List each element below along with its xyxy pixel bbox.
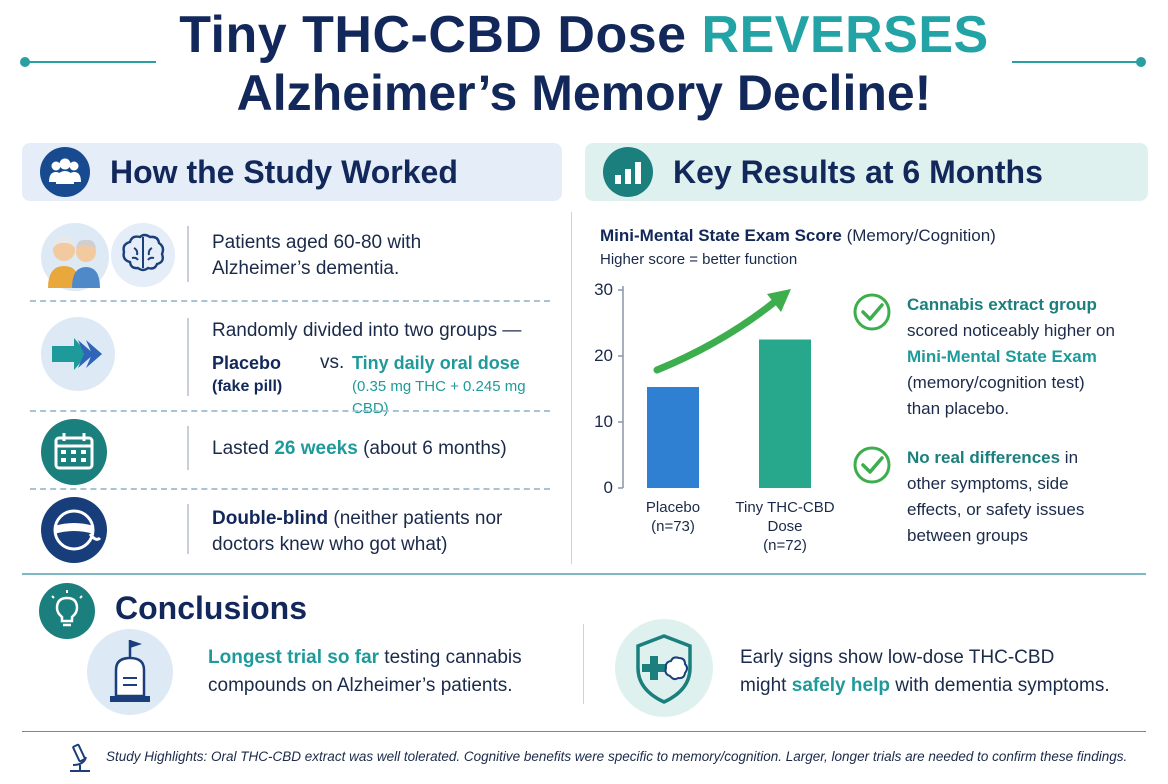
elderly-couple-icon: [40, 222, 110, 297]
milestone-icon: [86, 628, 174, 721]
brain-icon: [110, 222, 176, 293]
check-circle-icon: [852, 445, 892, 490]
y-tick-label: 10: [594, 412, 613, 431]
study-row-groups: Randomly divided into two groups — Place…: [30, 304, 550, 417]
study-header: How the Study Worked: [22, 143, 562, 201]
trend-arrow-icon: [653, 296, 781, 374]
result-higher-text: Cannabis extract group scored noticeably…: [907, 295, 1115, 418]
study-heading: How the Study Worked: [110, 153, 458, 190]
footer: Study Highlights: Oral THC-CBD extract w…: [0, 735, 1168, 784]
title-line1: Tiny THC-CBD Dose: [179, 6, 702, 64]
check-circle-icon: [852, 292, 892, 337]
calendar-icon: [40, 418, 108, 491]
bar-1: [759, 339, 811, 488]
conclusion-safely-help: Early signs show low-dose THC-CBD might …: [740, 647, 1110, 696]
result-item-higher: Cannabis extract group scored noticeably…: [852, 292, 1152, 422]
duration-text: Lasted 26 weeks (about 6 months): [212, 438, 507, 459]
lightbulb-icon: [38, 582, 96, 645]
results-header: Key Results at 6 Months: [585, 143, 1148, 201]
shield-brain-icon: [614, 618, 714, 723]
conclusions-heading: Conclusions: [115, 590, 308, 626]
y-tick-label: 30: [594, 280, 613, 299]
page-title: Tiny THC-CBD Dose REVERSES Alzheimer’s M…: [0, 6, 1168, 122]
dose-label: Tiny daily oral dose (0.35 mg THC + 0.24…: [352, 353, 526, 417]
patients-text: Patients aged 60-80 with Alzheimer’s dem…: [212, 232, 422, 279]
category-label: Placebo (n=73): [645, 499, 701, 535]
title-line2: Alzheimer’s Memory Decline!: [236, 65, 932, 121]
study-row-duration: Lasted 26 weeks (about 6 months): [30, 414, 550, 488]
vs-label: vs.: [320, 352, 345, 373]
study-row-patients: Patients aged 60-80 with Alzheimer’s dem…: [30, 218, 550, 296]
bar-0: [647, 387, 699, 488]
mmse-bar-chart: [618, 286, 811, 489]
y-tick-label: 0: [603, 478, 613, 497]
blind-text: Double-blind (neither patients nor docto…: [212, 508, 503, 555]
double-arrow-icon: [40, 316, 116, 397]
title-rule-right: [1012, 57, 1146, 67]
chart-subtitle: Higher score = better function: [600, 251, 798, 268]
bar-chart-icon: [603, 147, 653, 197]
conclusion-longest: Longest trial so far testing cannabis co…: [208, 647, 522, 696]
groups-text: Randomly divided into two groups —: [212, 318, 572, 344]
title-rule-left: [20, 57, 156, 67]
groups-intro: Randomly divided into two groups —: [212, 320, 522, 341]
placebo-label: Placebo (fake pill): [212, 353, 283, 395]
category-label: Tiny THC-CBD Dose (n=72): [735, 499, 835, 554]
people-icon: [40, 147, 90, 197]
results-heading: Key Results at 6 Months: [673, 153, 1043, 190]
result-item-nodiff: No real differences in other symptoms, s…: [852, 445, 1152, 555]
microscope-icon: [66, 743, 94, 780]
title-accent: REVERSES: [701, 6, 989, 64]
chart-title: Mini-Mental State Exam Score (Memory/Cog…: [600, 226, 996, 245]
result-nodiff-text: No real differences in other symptoms, s…: [907, 448, 1085, 545]
blindfold-icon: [40, 496, 108, 569]
y-tick-label: 20: [594, 346, 613, 365]
footer-text: Study Highlights: Oral THC-CBD extract w…: [106, 749, 1128, 764]
arrow-head-icon: [767, 289, 791, 312]
study-row-blind: Double-blind (neither patients nor docto…: [30, 492, 550, 568]
